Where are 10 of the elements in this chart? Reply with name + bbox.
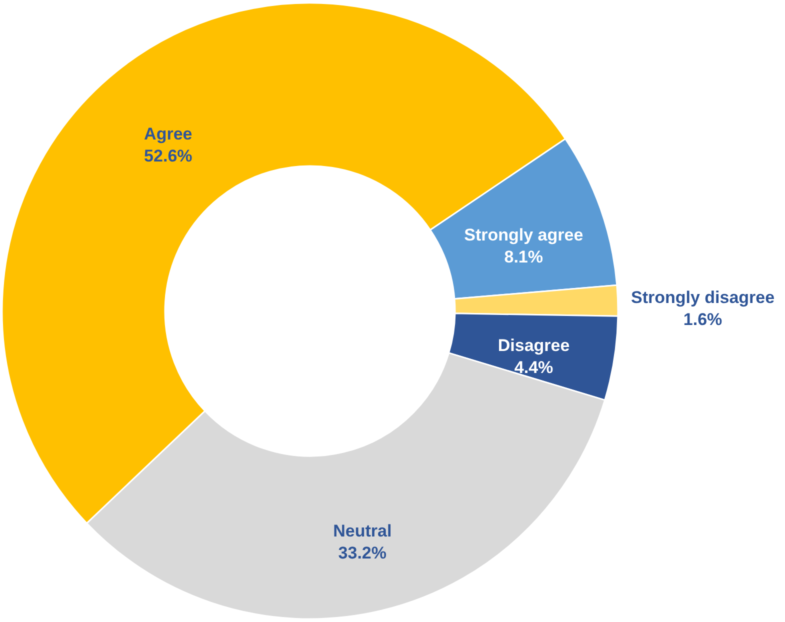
slice-label: Agree bbox=[144, 124, 192, 144]
data-label: 8.1% bbox=[504, 248, 544, 267]
slice-label: Strongly disagree bbox=[630, 288, 775, 307]
slice-label: Strongly agree bbox=[464, 226, 584, 245]
slice-label: Neutral bbox=[333, 521, 392, 540]
data-label: 1.6% bbox=[683, 310, 722, 329]
data-label: 52.6% bbox=[144, 146, 192, 166]
slice-label: Disagree bbox=[498, 336, 570, 355]
data-label: 33.2% bbox=[338, 543, 386, 562]
data-label: 4.4% bbox=[514, 358, 554, 377]
